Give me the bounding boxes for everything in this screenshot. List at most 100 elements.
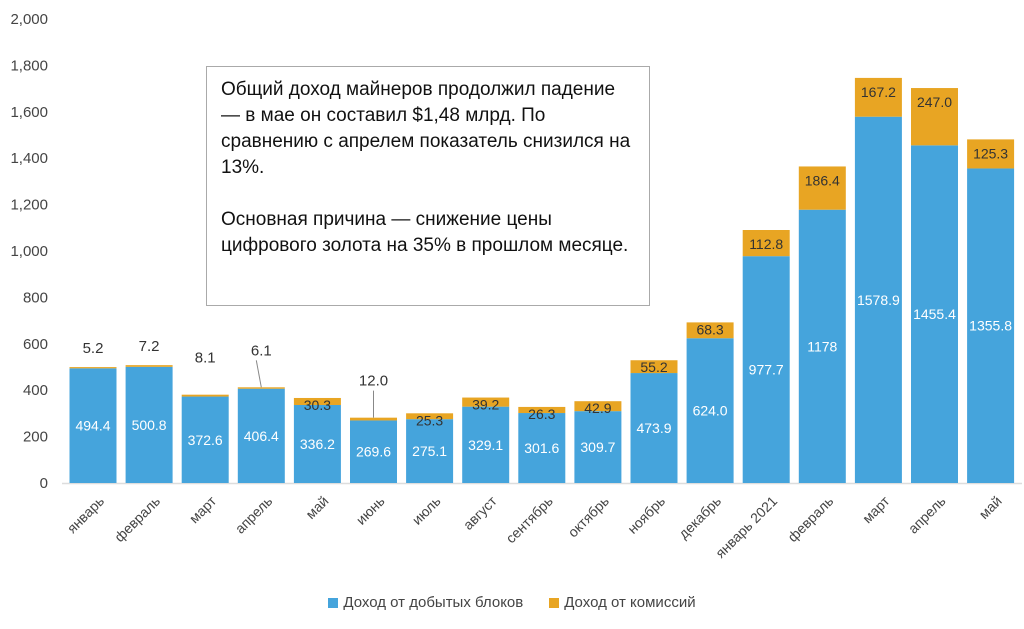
- data-label-fees: 12.0: [359, 373, 388, 390]
- data-label-blocks: 406.4: [244, 428, 279, 444]
- x-tick-label: декабрь: [675, 493, 724, 542]
- y-tick-label: 600: [23, 336, 48, 353]
- data-label-blocks: 1355.8: [969, 318, 1012, 334]
- data-label-blocks: 275.1: [412, 443, 447, 459]
- data-label-blocks: 1455.4: [913, 306, 956, 322]
- data-label-fees: 42.9: [584, 400, 611, 416]
- bar-fees: [406, 413, 454, 420]
- bar-blocks: [293, 405, 341, 483]
- data-label-blocks: 494.4: [75, 418, 110, 434]
- annotation-box: Общий доход майнеров продолжил падение —…: [206, 66, 650, 306]
- data-label-blocks: 624.0: [693, 403, 728, 419]
- x-tick-label: май: [976, 493, 1005, 522]
- data-label-fees: 26.3: [528, 406, 555, 422]
- bar-fees: [125, 365, 173, 367]
- annotation-text-1: Общий доход майнеров продолжил падение —…: [221, 79, 631, 178]
- bar-blocks: [742, 256, 790, 483]
- bar-fees: [630, 360, 678, 374]
- x-tick-label: октябрь: [565, 493, 612, 540]
- y-tick-label: 0: [40, 475, 48, 492]
- x-tick-label: июль: [409, 493, 444, 528]
- bar-blocks: [686, 338, 734, 483]
- x-tick-label: сентябрь: [502, 493, 555, 546]
- data-label-fees: 125.3: [973, 145, 1008, 161]
- data-label-blocks: 977.7: [749, 362, 784, 378]
- bar-fees: [293, 397, 341, 406]
- data-label-blocks: 309.7: [580, 439, 615, 455]
- bar-blocks: [462, 406, 510, 483]
- bar-fees: [854, 77, 902, 117]
- x-tick-label: июнь: [353, 493, 388, 528]
- data-label-blocks: 329.1: [468, 437, 503, 453]
- leader-line: [255, 360, 262, 388]
- data-label-fees: 186.4: [805, 172, 840, 188]
- data-label-blocks: 1578.9: [857, 292, 900, 308]
- bar-fees: [967, 139, 1015, 169]
- bar-blocks: [854, 116, 902, 484]
- bar-blocks: [911, 145, 958, 483]
- legend-swatch-fees: [549, 597, 560, 608]
- bar-blocks: [406, 419, 454, 483]
- bar-fees: [237, 387, 285, 389]
- annotation-text-2: Основная причина — снижение цены цифрово…: [221, 209, 629, 256]
- y-tick-label: 800: [23, 289, 48, 306]
- data-label-blocks: 301.6: [524, 440, 559, 456]
- data-label-fees: 68.3: [696, 321, 723, 337]
- data-label-fees: 55.2: [640, 359, 667, 375]
- bar-blocks: [630, 373, 678, 483]
- bar-blocks: [237, 388, 285, 483]
- legend-swatch-blocks: [328, 597, 339, 608]
- y-tick-label: 400: [23, 382, 48, 399]
- y-tick-label: 1,400: [10, 150, 48, 167]
- bar-blocks: [125, 366, 173, 483]
- data-label-fees: 25.3: [416, 412, 443, 428]
- legend-label-blocks: Доход от добытых блоков: [343, 594, 524, 611]
- y-tick-label: 1,200: [10, 197, 48, 214]
- bar-blocks: [798, 209, 846, 484]
- legend-label-fees: Доход от комиссий: [564, 594, 696, 611]
- bar-fees: [574, 401, 622, 412]
- data-label-fees: 7.2: [139, 338, 160, 355]
- bar-fees: [69, 367, 117, 369]
- legend-item-blocks: Доход от добытых блоков: [328, 594, 523, 611]
- bar-blocks: [69, 368, 117, 483]
- data-label-blocks: 269.6: [356, 444, 391, 460]
- bar-blocks: [181, 396, 229, 483]
- data-label-fees: 8.1: [195, 350, 216, 367]
- y-tick-label: 1,000: [10, 243, 48, 260]
- data-label-fees: 112.8: [749, 236, 783, 252]
- y-tick-label: 200: [23, 429, 48, 446]
- data-label-blocks: 1178: [807, 338, 837, 354]
- bar-fees: [686, 322, 734, 339]
- bar-fees: [181, 394, 229, 397]
- y-tick-label: 2,000: [10, 11, 48, 28]
- x-tick-label: май: [302, 493, 331, 522]
- bar-blocks: [350, 420, 397, 483]
- x-tick-label: август: [460, 492, 500, 532]
- legend: Доход от добытых блоков Доход от комисси…: [0, 594, 1024, 611]
- x-tick-label: апрель: [905, 493, 949, 537]
- x-tick-label: январь: [64, 493, 107, 536]
- data-label-blocks: 336.2: [300, 436, 335, 452]
- data-label-fees: 5.2: [83, 340, 104, 357]
- bar-blocks: [518, 413, 566, 483]
- bar-fees: [911, 88, 958, 146]
- x-tick-label: ноябрь: [624, 493, 668, 537]
- data-label-fees: 6.1: [251, 342, 272, 359]
- data-label-fees: 167.2: [861, 84, 896, 100]
- x-tick-label: февраль: [111, 493, 163, 545]
- bar-fees: [742, 230, 790, 257]
- y-tick-label: 1,600: [10, 104, 48, 121]
- x-tick-label: февраль: [784, 493, 836, 545]
- x-tick-label: март: [186, 492, 220, 526]
- data-label-blocks: 372.6: [188, 432, 223, 448]
- bar-fees: [350, 417, 397, 421]
- y-tick-label: 1,800: [10, 57, 48, 74]
- bar-fees: [518, 406, 566, 414]
- data-label-blocks: 473.9: [636, 420, 671, 436]
- x-tick-label: апрель: [232, 493, 276, 537]
- legend-item-fees: Доход от комиссий: [549, 594, 696, 611]
- x-tick-label: март: [859, 492, 893, 526]
- bar-blocks: [967, 168, 1015, 483]
